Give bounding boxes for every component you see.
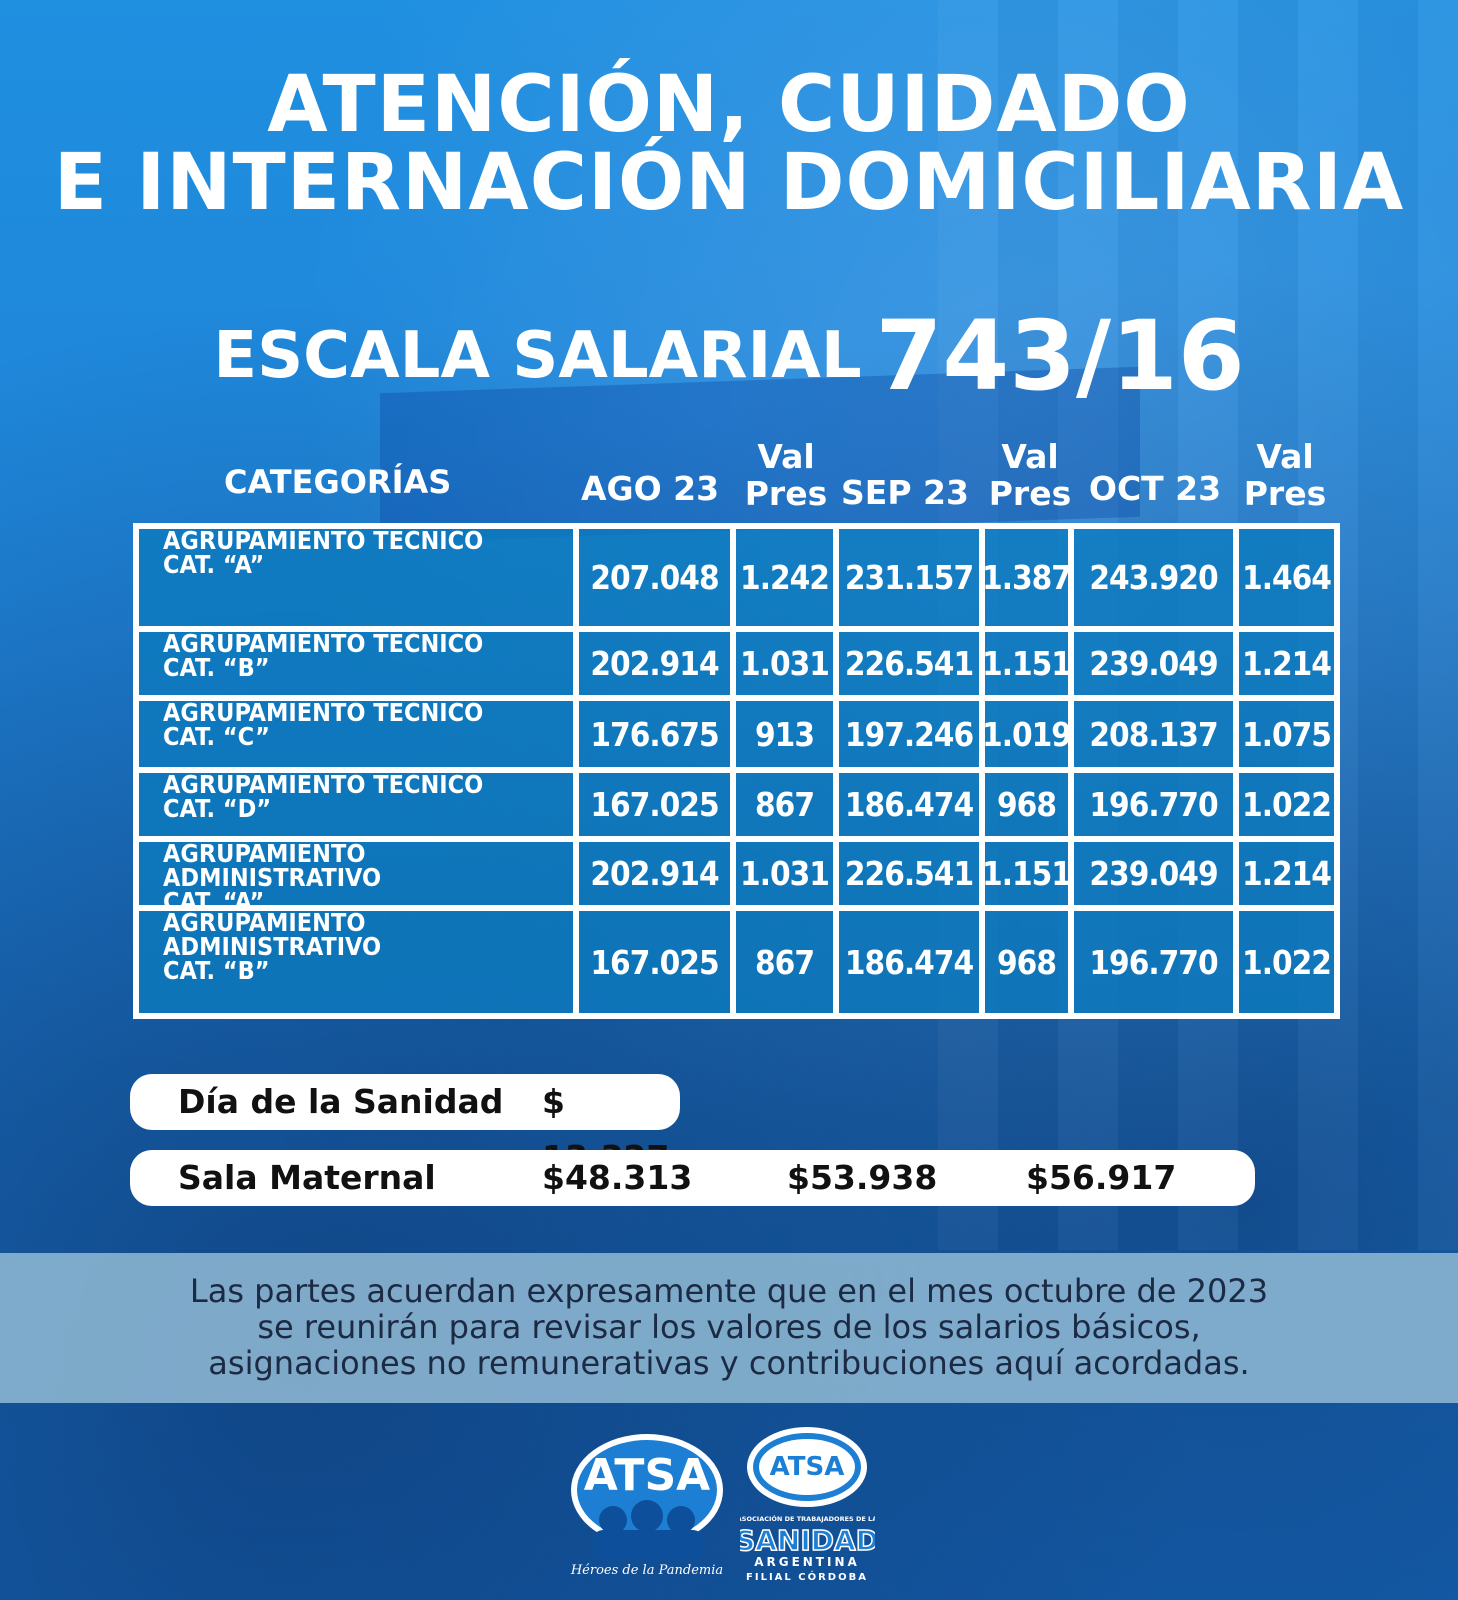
table-cell-vp3: 1.214 xyxy=(1236,629,1337,698)
header-val-3: Val xyxy=(1256,437,1314,476)
category-cell: AGRUPAMIENTO TÉCNICO CAT. “B” xyxy=(136,629,576,698)
header-pres-2: Pres xyxy=(988,474,1072,513)
table-cell-oct: 243.920 xyxy=(1071,526,1236,629)
header-val-2: Val xyxy=(1001,437,1059,476)
note-band xyxy=(0,1253,1458,1403)
agreement-note: Las partes acuerdan expresamente que en … xyxy=(0,1273,1458,1381)
dia-sanidad-row: Día de la Sanidad $ 13.327 xyxy=(130,1074,680,1177)
table-cell-vp2: 1.387 xyxy=(982,526,1072,629)
salary-table: AGRUPAMIENTO TÉCNICO CAT. “A” 207.048 1.242… xyxy=(133,523,1340,1019)
table-cell-oct: 239.049 xyxy=(1071,629,1236,698)
table-cell-sep: 226.541 xyxy=(836,839,982,908)
table-cell-sep: 226.541 xyxy=(836,629,982,698)
logo1-caption: Héroes de la Pandemia xyxy=(570,1563,723,1578)
category-cell: AGRUPAMIENTO TÉCNICO CAT. “A” xyxy=(136,526,576,629)
title-line-1: ATENCIÓN, CUIDADO xyxy=(267,60,1191,150)
table-cell-sep: 197.246 xyxy=(836,698,982,770)
table-cell-vp2: 1.019 xyxy=(982,698,1072,770)
category-cat: CAT. “B” xyxy=(163,956,270,985)
logo2-country: ARGENTINA xyxy=(754,1555,860,1569)
header-pres-3: Pres xyxy=(1243,474,1327,513)
header-oct: OCT 23 xyxy=(1088,469,1222,508)
category-cell: AGRUPAMIENTO ADMINISTRATIVO CAT. “A” xyxy=(136,839,576,914)
table-cell-vp1: 1.031 xyxy=(733,839,836,908)
subtitle-number: 743/16 xyxy=(875,300,1245,412)
header-val-1: Val xyxy=(757,437,815,476)
title-line-2: E INTERNACIÓN DOMICILIARIA xyxy=(53,138,1405,228)
note-line-1: Las partes acuerdan expresamente que en … xyxy=(189,1272,1269,1310)
table-cell-ago: 202.914 xyxy=(576,629,733,698)
table-cell-oct: 196.770 xyxy=(1071,770,1236,839)
category-name: AGRUPAMIENTO ADMINISTRATIVO xyxy=(163,839,382,892)
category-cat: CAT. “D” xyxy=(163,794,272,823)
header-valpres-3: Val Pres xyxy=(1235,438,1335,512)
table-cell-ago: 207.048 xyxy=(576,526,733,629)
category-cell: AGRUPAMIENTO ADMINISTRATIVO CAT. “B” xyxy=(136,908,576,1016)
atsa-heroes-logo: ATSA Héroes de la Pandemia xyxy=(570,1434,723,1578)
header-pres-1: Pres xyxy=(744,474,828,513)
note-line-2: se reunirán para revisar los valores de … xyxy=(257,1308,1201,1346)
table-cell-sep: 186.474 xyxy=(836,770,982,839)
header-valpres-2: Val Pres xyxy=(980,438,1080,512)
subtitle: ESCALA SALARIAL 743/16 xyxy=(0,300,1458,412)
header-sep: SEP 23 xyxy=(841,473,969,512)
page-title: ATENCIÓN, CUIDADO E INTERNACIÓN DOMICILI… xyxy=(0,66,1458,222)
sala-maternal-ago: $48.313 xyxy=(542,1158,693,1197)
table-cell-vp2: 968 xyxy=(982,770,1071,839)
table-cell-vp2: 1.151 xyxy=(982,839,1072,908)
table-cell-oct: 239.049 xyxy=(1071,839,1236,908)
table-cell-vp1: 1.031 xyxy=(733,629,836,698)
table-cell-vp3: 1.464 xyxy=(1236,526,1337,629)
table-cell-ago: 202.914 xyxy=(576,839,733,908)
table-cell-ago: 176.675 xyxy=(576,698,733,770)
category-cat: CAT. “A” xyxy=(163,550,265,579)
logo2-text: ATSA xyxy=(770,1452,845,1482)
category-cat: CAT. “B” xyxy=(163,653,270,682)
logo2-branch: FILIAL CÓRDOBA xyxy=(746,1570,868,1583)
sala-maternal-oct: $56.917 xyxy=(1026,1158,1177,1197)
table-cell-sep: 231.157 xyxy=(836,526,982,629)
table-cell-vp1: 867 xyxy=(733,908,836,1016)
category-name: AGRUPAMIENTO TÉCNICO xyxy=(163,698,484,727)
atsa-cordoba-logo: ATSA ASOCIACIÓN DE TRABAJADORES DE LA SA… xyxy=(740,1427,875,1583)
table-cell-ago: 167.025 xyxy=(576,908,733,1016)
table-cell-vp1: 913 xyxy=(733,698,836,770)
sala-maternal-sep: $53.938 xyxy=(787,1158,938,1197)
table-cell-vp3: 1.022 xyxy=(1236,770,1337,839)
header-ago: AGO 23 xyxy=(580,469,720,508)
category-cell: AGRUPAMIENTO TÉCNICO CAT. “C” xyxy=(136,698,576,770)
sala-maternal-row: Sala Maternal $48.313 $53.938 $56.917 xyxy=(130,1150,1255,1206)
category-name: AGRUPAMIENTO TÉCNICO xyxy=(163,526,484,555)
dia-sanidad-label: Día de la Sanidad xyxy=(178,1082,504,1121)
category-name: AGRUPAMIENTO ADMINISTRATIVO xyxy=(163,908,382,961)
table-cell-vp3: 1.022 xyxy=(1236,908,1337,1016)
table-cell-vp3: 1.075 xyxy=(1236,698,1337,770)
header-valpres-1: Val Pres xyxy=(735,438,837,512)
subtitle-prefix: ESCALA SALARIAL xyxy=(213,319,862,393)
note-line-3: asignaciones no remunerativas y contribu… xyxy=(208,1344,1250,1382)
category-cell: AGRUPAMIENTO TÉCNICO CAT. “D” xyxy=(136,770,576,839)
logo2-org: ASOCIACIÓN DE TRABAJADORES DE LA xyxy=(740,1514,875,1523)
table-cell-vp1: 867 xyxy=(733,770,836,839)
category-cat: CAT. “C” xyxy=(163,722,270,751)
sala-maternal-label: Sala Maternal xyxy=(178,1158,436,1197)
table-cell-vp2: 1.151 xyxy=(982,629,1072,698)
header-categories: CATEGORÍAS xyxy=(224,463,452,501)
table-cell-sep: 186.474 xyxy=(836,908,982,1016)
logo1-text: ATSA xyxy=(584,1450,710,1501)
table-cell-vp2: 968 xyxy=(982,908,1071,1016)
table-cell-vp1: 1.242 xyxy=(733,526,836,629)
table-cell-vp3: 1.214 xyxy=(1236,839,1337,908)
category-name: AGRUPAMIENTO TÉCNICO xyxy=(163,629,484,658)
table-cell-oct: 196.770 xyxy=(1071,908,1236,1016)
category-name: AGRUPAMIENTO TÉCNICO xyxy=(163,770,484,799)
logo2-name: SANIDAD xyxy=(740,1524,875,1557)
table-cell-oct: 208.137 xyxy=(1071,698,1236,770)
table-cell-ago: 167.025 xyxy=(576,770,733,839)
